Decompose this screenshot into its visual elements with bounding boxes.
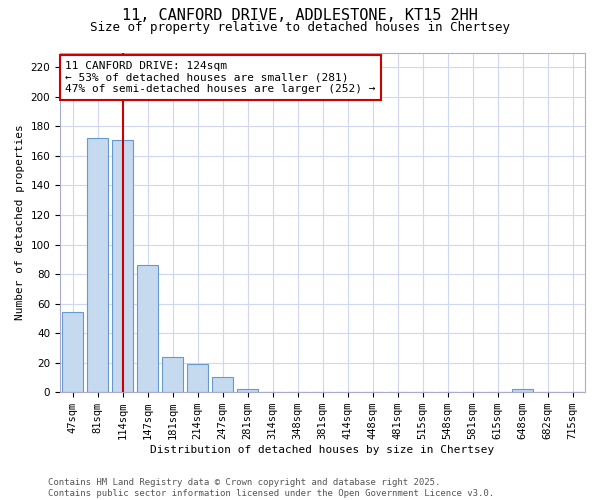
- Bar: [112, 140, 133, 392]
- X-axis label: Distribution of detached houses by size in Chertsey: Distribution of detached houses by size …: [151, 445, 494, 455]
- Text: 11 CANFORD DRIVE: 124sqm
← 53% of detached houses are smaller (281)
47% of semi-: 11 CANFORD DRIVE: 124sqm ← 53% of detach…: [65, 61, 376, 94]
- Bar: [87, 138, 108, 392]
- Bar: [212, 378, 233, 392]
- Text: 11, CANFORD DRIVE, ADDLESTONE, KT15 2HH: 11, CANFORD DRIVE, ADDLESTONE, KT15 2HH: [122, 8, 478, 22]
- Bar: [237, 390, 258, 392]
- Bar: [62, 312, 83, 392]
- Bar: [137, 265, 158, 392]
- Text: Size of property relative to detached houses in Chertsey: Size of property relative to detached ho…: [90, 21, 510, 34]
- Y-axis label: Number of detached properties: Number of detached properties: [15, 124, 25, 320]
- Bar: [162, 357, 183, 392]
- Text: Contains HM Land Registry data © Crown copyright and database right 2025.
Contai: Contains HM Land Registry data © Crown c…: [48, 478, 494, 498]
- Bar: [187, 364, 208, 392]
- Bar: [512, 390, 533, 392]
